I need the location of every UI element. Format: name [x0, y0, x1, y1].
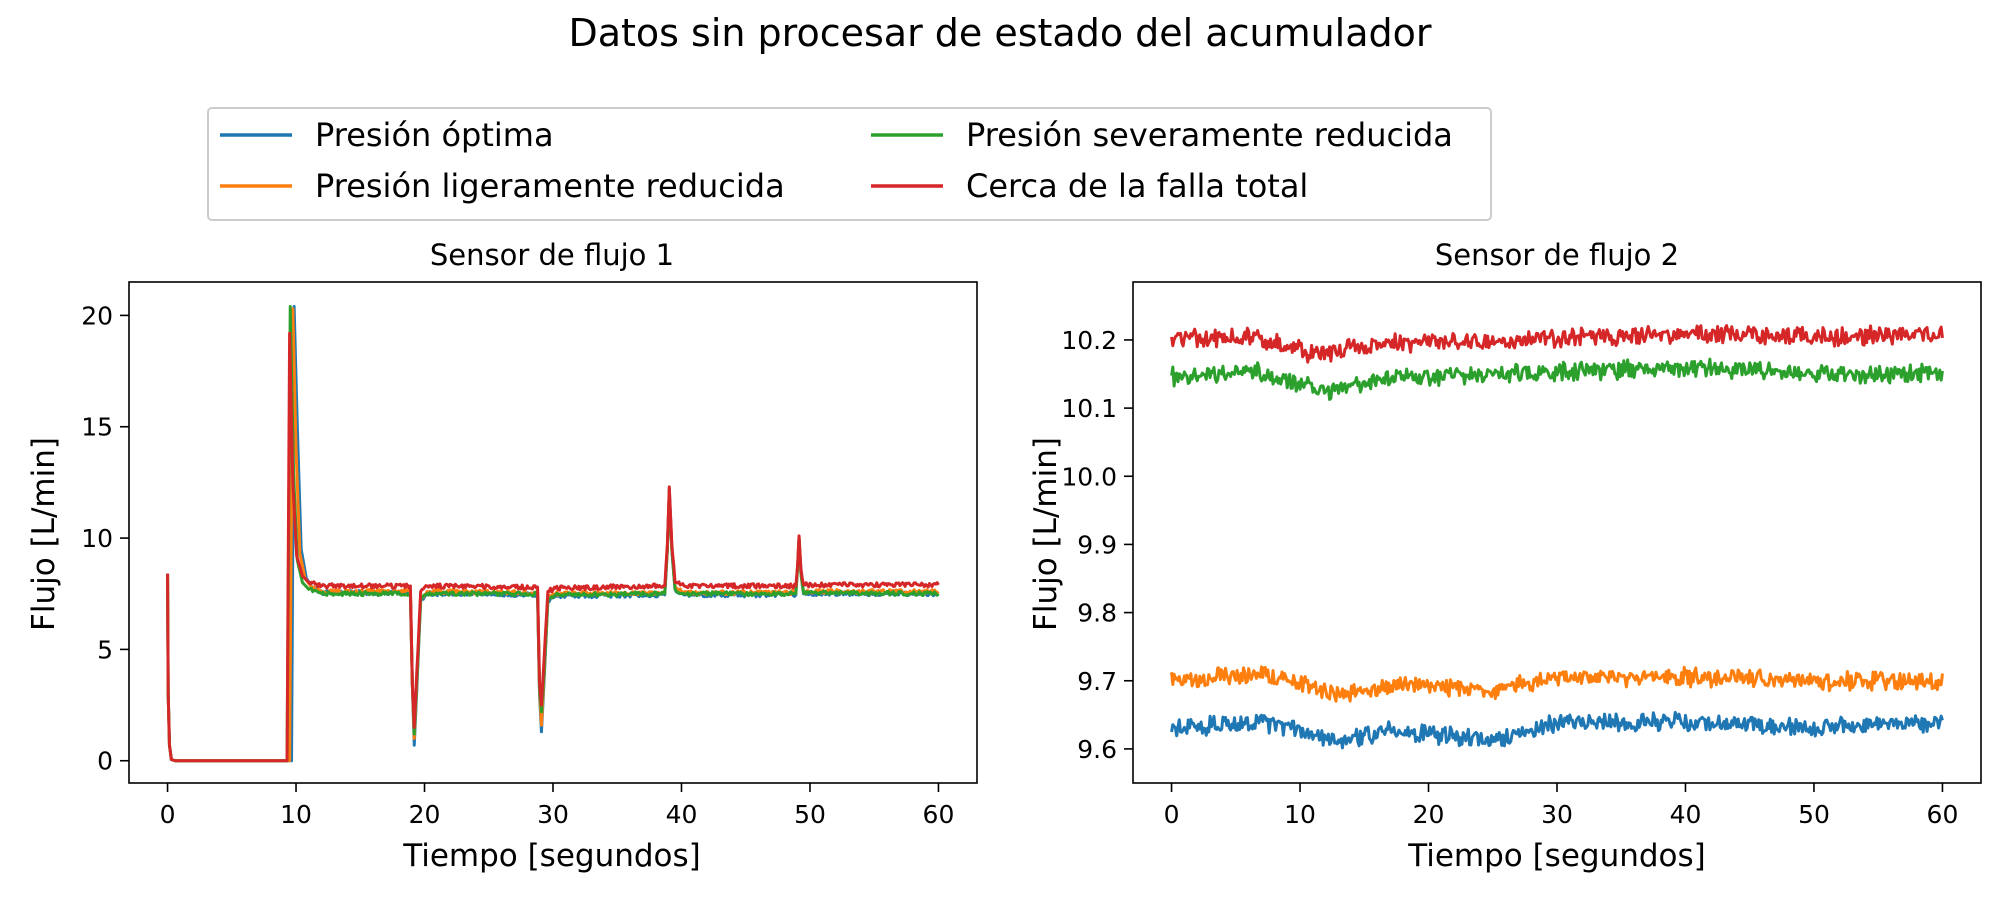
y-tick-label: 9.9 — [1077, 530, 1117, 559]
legend-label-ligeramente: Presión ligeramente reducida — [315, 167, 785, 205]
chart-1-ylabel: Flujo [L/min] — [26, 437, 62, 631]
figure-title: Datos sin procesar de estado del acumula… — [568, 11, 1431, 55]
x-tick-label: 60 — [1927, 800, 1959, 829]
x-tick-label: 0 — [1164, 800, 1180, 829]
series-line-2-3 — [1170, 357, 1944, 401]
x-tick-label: 0 — [160, 800, 176, 829]
x-tick-label: 10 — [1284, 800, 1316, 829]
series-line-2-2 — [1170, 665, 1944, 703]
x-tick-label: 20 — [409, 800, 441, 829]
chart-1-title: Sensor de flujo 1 — [430, 238, 674, 272]
chart-2-xlabel: Tiempo [segundos] — [1407, 838, 1706, 874]
y-tick-label: 20 — [81, 301, 113, 330]
chart-sensor-flujo-1: Sensor de flujo 1 Tiempo [segundos] Fluj… — [26, 238, 978, 874]
x-tick-label: 30 — [537, 800, 569, 829]
y-tick-label: 9.6 — [1077, 735, 1117, 764]
chart-2-ylabel: Flujo [L/min] — [1028, 437, 1064, 631]
x-tick-label: 20 — [1413, 800, 1445, 829]
y-tick-label: 9.7 — [1077, 667, 1117, 696]
x-tick-label: 50 — [1798, 800, 1830, 829]
y-tick-label: 10 — [81, 524, 113, 553]
y-tick-label: 0 — [97, 747, 113, 776]
chart-2-title: Sensor de flujo 2 — [1435, 238, 1679, 272]
y-tick-label: 10.0 — [1061, 462, 1117, 491]
x-tick-label: 40 — [666, 800, 698, 829]
legend: Presión óptima Presión ligeramente reduc… — [207, 107, 1492, 221]
x-tick-label: 50 — [794, 800, 826, 829]
legend-label-severamente: Presión severamente reducida — [966, 116, 1453, 154]
series-line-1-4 — [166, 331, 940, 763]
y-tick-label: 10.2 — [1061, 326, 1117, 355]
legend-label-falla: Cerca de la falla total — [966, 167, 1308, 205]
y-tick-label: 5 — [97, 635, 113, 664]
chart-sensor-flujo-2: Sensor de flujo 2 Tiempo [segundos] Fluj… — [1028, 238, 1982, 874]
legend-frame — [207, 107, 1492, 221]
chart-1-xlabel: Tiempo [segundos] — [402, 838, 701, 874]
series-line-2-4 — [1170, 324, 1944, 364]
x-tick-label: 30 — [1541, 800, 1573, 829]
x-tick-label: 40 — [1670, 800, 1702, 829]
y-tick-label: 10.1 — [1061, 394, 1117, 423]
series-line-2-1 — [1170, 710, 1944, 750]
x-tick-label: 60 — [923, 800, 955, 829]
y-tick-label: 15 — [81, 413, 113, 442]
legend-label-optima: Presión óptima — [315, 116, 554, 154]
y-tick-label: 9.8 — [1077, 599, 1117, 628]
x-tick-label: 10 — [280, 800, 312, 829]
